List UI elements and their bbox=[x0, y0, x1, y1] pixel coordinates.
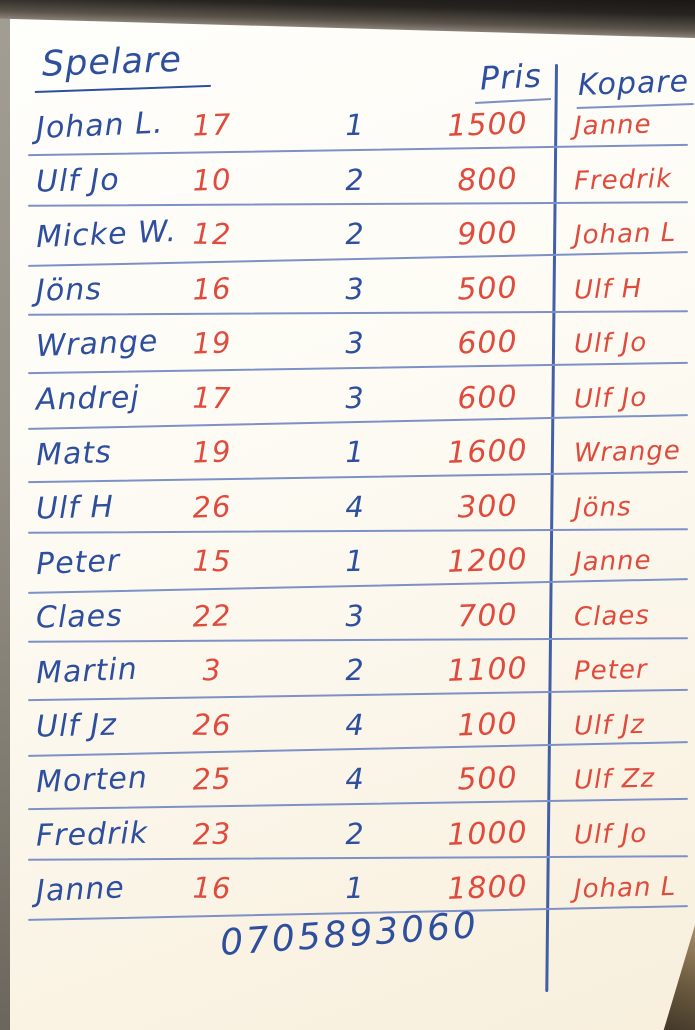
table-row: Claes 22 3 700 Claes bbox=[10, 589, 695, 644]
round-count: 4 bbox=[344, 707, 366, 742]
price-value: 700 bbox=[456, 597, 519, 635]
table-row: Morten 25 4 500 Ulf Zz bbox=[10, 752, 695, 810]
round-count: 2 bbox=[344, 217, 366, 252]
player-number: 26 bbox=[192, 707, 232, 743]
buyer-name: Ulf Jo bbox=[573, 327, 648, 360]
buyer-name: Ulf Zz bbox=[573, 763, 656, 796]
player-number: 12 bbox=[192, 216, 232, 252]
table-row: Andrej 17 3 600 Ulf Jo bbox=[10, 371, 695, 430]
table-row: Peter 15 1 1200 Janne bbox=[10, 534, 695, 594]
row-separator-line bbox=[27, 637, 689, 643]
round-count: 3 bbox=[344, 380, 366, 415]
buyer-name: Johan L bbox=[573, 218, 677, 251]
price-value: 1800 bbox=[446, 869, 529, 908]
buyer-name: Fredrik bbox=[573, 163, 673, 197]
price-value: 900 bbox=[456, 215, 519, 253]
player-number: 3 bbox=[201, 652, 223, 688]
buyer-name: Peter bbox=[573, 654, 648, 687]
player-number: 22 bbox=[191, 598, 233, 634]
round-count: 1 bbox=[344, 871, 366, 906]
price-value: 1000 bbox=[446, 814, 529, 853]
price-value: 1500 bbox=[446, 106, 529, 145]
round-count: 2 bbox=[344, 653, 366, 688]
price-value: 500 bbox=[456, 270, 519, 308]
round-count: 4 bbox=[344, 489, 366, 524]
table-row: Johan L. 17 1 1500 Janne bbox=[10, 98, 695, 156]
player-number: 19 bbox=[191, 434, 233, 470]
table-row: Ulf Jz 26 4 100 Ulf Jz bbox=[10, 698, 695, 757]
player-number: 19 bbox=[191, 325, 233, 361]
round-count: 1 bbox=[344, 108, 366, 143]
table-row: Ulf H 26 4 300 Jöns bbox=[10, 480, 695, 535]
round-count: 2 bbox=[344, 816, 366, 851]
round-count: 2 bbox=[344, 162, 366, 197]
round-count: 1 bbox=[344, 544, 366, 579]
table-row: Jöns 16 3 500 Ulf H bbox=[10, 262, 695, 317]
round-count: 3 bbox=[344, 326, 366, 361]
round-count: 4 bbox=[344, 762, 366, 797]
price-value: 600 bbox=[456, 324, 519, 362]
round-count: 1 bbox=[344, 435, 366, 470]
price-value: 500 bbox=[456, 760, 519, 798]
buyer-name: Ulf H bbox=[573, 273, 643, 306]
buyer-name: Jöns bbox=[573, 491, 633, 524]
table-row: Martin 3 2 1100 Peter bbox=[10, 643, 695, 701]
price-value: 1200 bbox=[446, 542, 529, 581]
row-separator-line bbox=[27, 310, 689, 316]
buyer-name: Janne bbox=[573, 109, 652, 142]
player-number: 26 bbox=[191, 489, 233, 525]
player-number: 17 bbox=[191, 107, 233, 143]
player-number: 23 bbox=[191, 816, 233, 852]
player-table: Johan L. 17 1 1500 Janne Ulf Jo 10 2 800… bbox=[10, 98, 695, 921]
price-value: 600 bbox=[456, 379, 519, 417]
column-header-players: Spelare bbox=[33, 38, 211, 94]
table-row: Mats 19 1 1600 Wrange bbox=[10, 425, 695, 483]
player-number: 10 bbox=[191, 162, 233, 198]
player-number: 15 bbox=[192, 543, 232, 579]
row-separator-line bbox=[27, 201, 689, 207]
table-row: Ulf Jo 10 2 800 Fredrik bbox=[10, 153, 695, 208]
player-number: 17 bbox=[192, 380, 232, 416]
table-row: Janne 16 1 1800 Johan L bbox=[10, 861, 695, 921]
buyer-name: Wrange bbox=[573, 436, 682, 469]
price-value: 1600 bbox=[446, 433, 529, 472]
buyer-name: Ulf Jo bbox=[573, 382, 648, 415]
buyer-name: Claes bbox=[573, 600, 651, 633]
buyer-name: Johan L bbox=[573, 872, 677, 905]
row-separator-line bbox=[27, 528, 689, 534]
price-value: 1100 bbox=[446, 651, 529, 690]
player-number: 16 bbox=[191, 271, 233, 307]
buyer-name: Ulf Jo bbox=[573, 818, 648, 851]
player-number: 25 bbox=[191, 761, 233, 797]
column-header-price: Pris bbox=[472, 56, 552, 104]
round-count: 3 bbox=[344, 271, 366, 306]
flipchart-paper: Spelare Pris Kopare Johan L. 17 1 1500 J… bbox=[10, 6, 695, 1030]
price-value: 800 bbox=[456, 161, 519, 199]
price-value: 100 bbox=[456, 706, 519, 744]
table-row: Fredrik 23 2 1000 Ulf Jo bbox=[10, 807, 695, 862]
buyer-name: Ulf Jz bbox=[573, 709, 646, 742]
player-number: 16 bbox=[192, 870, 232, 906]
round-count: 3 bbox=[344, 598, 366, 633]
price-value: 300 bbox=[456, 488, 519, 526]
buyer-name: Janne bbox=[573, 545, 652, 578]
table-row: Micke W. 12 2 900 Johan L bbox=[10, 207, 695, 267]
row-separator-line bbox=[27, 855, 689, 861]
table-row: Wrange 19 3 600 Ulf Jo bbox=[10, 316, 695, 374]
